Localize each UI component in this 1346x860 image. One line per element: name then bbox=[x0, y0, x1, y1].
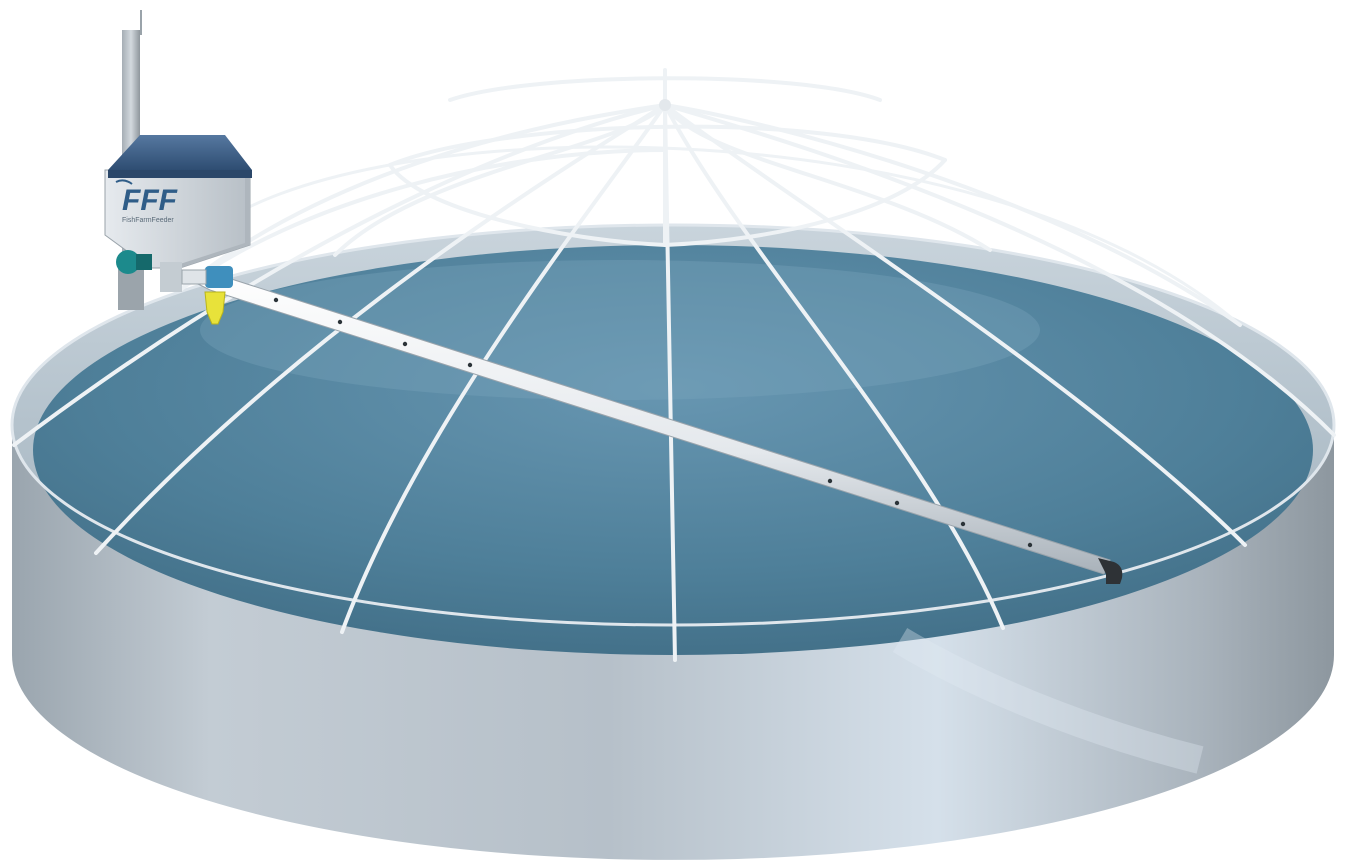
fff-logo: FFF FishFarmFeeder bbox=[115, 179, 178, 224]
dome-frame bbox=[12, 68, 1336, 662]
tank-wall-sheen bbox=[892, 627, 1204, 774]
feed-pipe bbox=[181, 266, 1123, 584]
water-highlight bbox=[200, 260, 1040, 400]
automatic-feeder: FFF FishFarmFeeder bbox=[104, 135, 252, 292]
pipe-elbow bbox=[1098, 558, 1123, 584]
logo-subtext: FishFarmFeeder bbox=[122, 217, 174, 224]
feeder-lid bbox=[108, 135, 252, 170]
logo-text: FFF bbox=[122, 184, 178, 217]
feeder-motor bbox=[116, 250, 140, 274]
pipe-connector bbox=[205, 266, 233, 288]
pipe-holes bbox=[273, 297, 1033, 548]
dome-apex bbox=[659, 99, 671, 111]
yellow-valve bbox=[204, 291, 226, 325]
